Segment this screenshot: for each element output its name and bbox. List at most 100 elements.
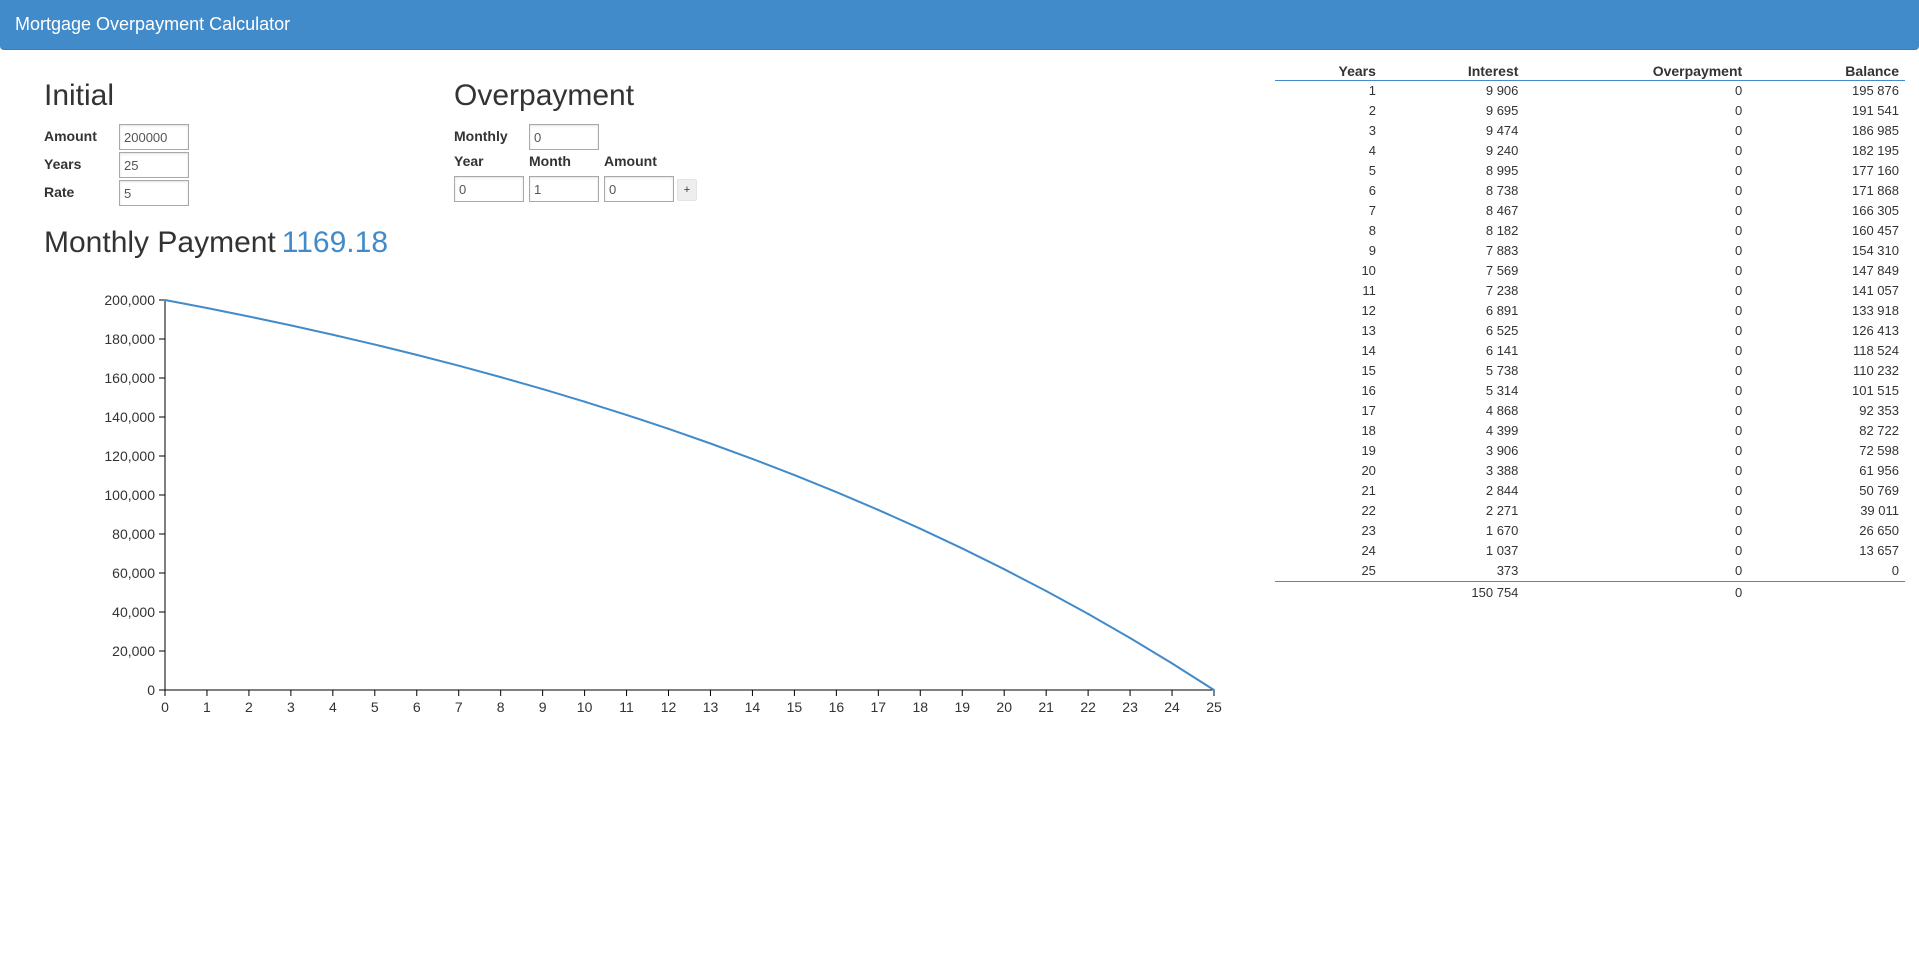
overpayment-year-input[interactable]: [454, 176, 524, 202]
totals-balance-cell: [1748, 582, 1905, 604]
totals-interest-cell: 150 754: [1471, 584, 1519, 600]
balance-cell: 160 457: [1852, 223, 1899, 238]
years-input[interactable]: [119, 152, 189, 178]
balance-data-point: [1003, 568, 1006, 571]
balance-column-header: Balance: [1748, 62, 1905, 81]
x-tick-label: 16: [829, 699, 845, 715]
y-tick-label: 100,000: [104, 487, 155, 503]
interest-cell: 2 271: [1485, 503, 1519, 518]
overpayment-cell: 0: [1734, 303, 1743, 318]
table-row: 22 2 271 0 39 011: [1275, 501, 1905, 521]
table-row: 4 9 240 0 182 195: [1275, 141, 1905, 161]
balance-data-point: [1213, 689, 1215, 691]
table-row: 18 4 399 0 82 722: [1275, 421, 1905, 441]
x-tick-label: 14: [745, 699, 761, 715]
totals-overpayment-cell: 0: [1734, 584, 1743, 600]
table-header-row: Years Interest Overpayment Balance: [1275, 62, 1905, 81]
x-tick-label: 25: [1206, 699, 1222, 715]
balance-data-point: [164, 299, 166, 301]
balance-data-point: [415, 353, 418, 356]
year-cell: 11: [1362, 283, 1376, 298]
year-cell: 16: [1361, 383, 1376, 398]
overpayment-cell: 0: [1734, 363, 1743, 378]
amount-input[interactable]: [119, 124, 189, 150]
overpayment-cell: 0: [1734, 83, 1743, 98]
add-overpayment-button[interactable]: +: [677, 179, 697, 201]
rate-input[interactable]: [119, 180, 189, 206]
overpayment-cell: 0: [1734, 483, 1743, 498]
balance-cell: 126 413: [1852, 323, 1899, 338]
x-tick-label: 20: [996, 699, 1012, 715]
balance-cell: 26 650: [1859, 523, 1899, 538]
year-cell: 18: [1361, 423, 1376, 438]
overpayment-cell: 0: [1734, 223, 1743, 238]
overpayment-month-label: Month: [529, 153, 571, 169]
interest-cell: 2 844: [1485, 483, 1519, 498]
balance-data-point: [373, 343, 376, 346]
interest-cell: 1 037: [1485, 543, 1519, 558]
overpayment-cell: 0: [1734, 143, 1743, 158]
balance-cell: 154 310: [1852, 243, 1899, 258]
balance-cell: 92 353: [1859, 403, 1899, 418]
x-tick-label: 12: [661, 699, 677, 715]
table-totals-row: 150 754 0: [1275, 582, 1905, 604]
balance-cell: 61 956: [1859, 463, 1899, 478]
monthly-overpayment-input[interactable]: [529, 124, 599, 150]
year-cell: 23: [1361, 523, 1376, 538]
year-cell: 1: [1368, 83, 1376, 98]
year-cell: 7: [1368, 203, 1376, 218]
balance-cell: 182 195: [1852, 143, 1899, 158]
x-tick-label: 1: [203, 699, 211, 715]
balance-cell: 191 541: [1852, 103, 1899, 118]
x-tick-label: 2: [245, 699, 253, 715]
overpayment-column-header: Overpayment: [1524, 62, 1749, 81]
table-row: 9 7 883 0 154 310: [1275, 241, 1905, 261]
x-tick-label: 24: [1164, 699, 1180, 715]
balance-data-point: [667, 427, 670, 430]
table-row: 6 8 738 0 171 868: [1275, 181, 1905, 201]
overpayment-amount-input[interactable]: [604, 176, 674, 202]
x-tick-label: 11: [619, 699, 634, 715]
y-tick-label: 20,000: [112, 643, 155, 659]
interest-cell: 7 883: [1485, 243, 1519, 258]
x-tick-label: 6: [413, 699, 421, 715]
y-tick-label: 40,000: [112, 604, 155, 620]
balance-cell: 177 160: [1852, 163, 1899, 178]
balance-data-point: [835, 491, 838, 494]
table-row: 8 8 182 0 160 457: [1275, 221, 1905, 241]
overpayment-month-input[interactable]: [529, 176, 599, 202]
balance-data-point: [793, 474, 796, 477]
table-row: 21 2 844 0 50 769: [1275, 481, 1905, 501]
app-title[interactable]: Mortgage Overpayment Calculator: [15, 14, 291, 34]
balance-data-point: [541, 388, 544, 391]
year-cell: 3: [1368, 123, 1376, 138]
rate-label: Rate: [44, 184, 75, 200]
balance-data-point: [919, 527, 922, 530]
interest-cell: 9 240: [1485, 143, 1519, 158]
year-cell: 13: [1361, 323, 1376, 338]
year-cell: 2: [1368, 103, 1376, 118]
interest-cell: 9 474: [1485, 123, 1519, 138]
balance-data-point: [961, 547, 964, 550]
interest-column-header: Interest: [1381, 62, 1525, 81]
overpayment-cell: 0: [1734, 163, 1743, 178]
balance-data-point: [1045, 590, 1048, 593]
balance-data-point: [205, 307, 208, 310]
year-cell: 4: [1368, 143, 1376, 158]
interest-cell: 3 906: [1485, 443, 1519, 458]
table-row: 16 5 314 0 101 515: [1275, 381, 1905, 401]
balance-cell: 133 918: [1852, 303, 1899, 318]
balance-data-point: [1171, 662, 1174, 665]
x-tick-label: 10: [577, 699, 593, 715]
balance-data-point: [751, 457, 754, 460]
overpayment-cell: 0: [1734, 263, 1743, 278]
table-row: 13 6 525 0 126 413: [1275, 321, 1905, 341]
overpayment-cell: 0: [1734, 183, 1743, 198]
balance-cell: 166 305: [1852, 203, 1899, 218]
monthly-overpayment-label: Monthly: [454, 128, 508, 144]
year-cell: 15: [1361, 363, 1376, 378]
interest-cell: 6 891: [1485, 303, 1519, 318]
balance-cell: 82 722: [1859, 423, 1899, 438]
years-column-header: Years: [1275, 62, 1382, 81]
